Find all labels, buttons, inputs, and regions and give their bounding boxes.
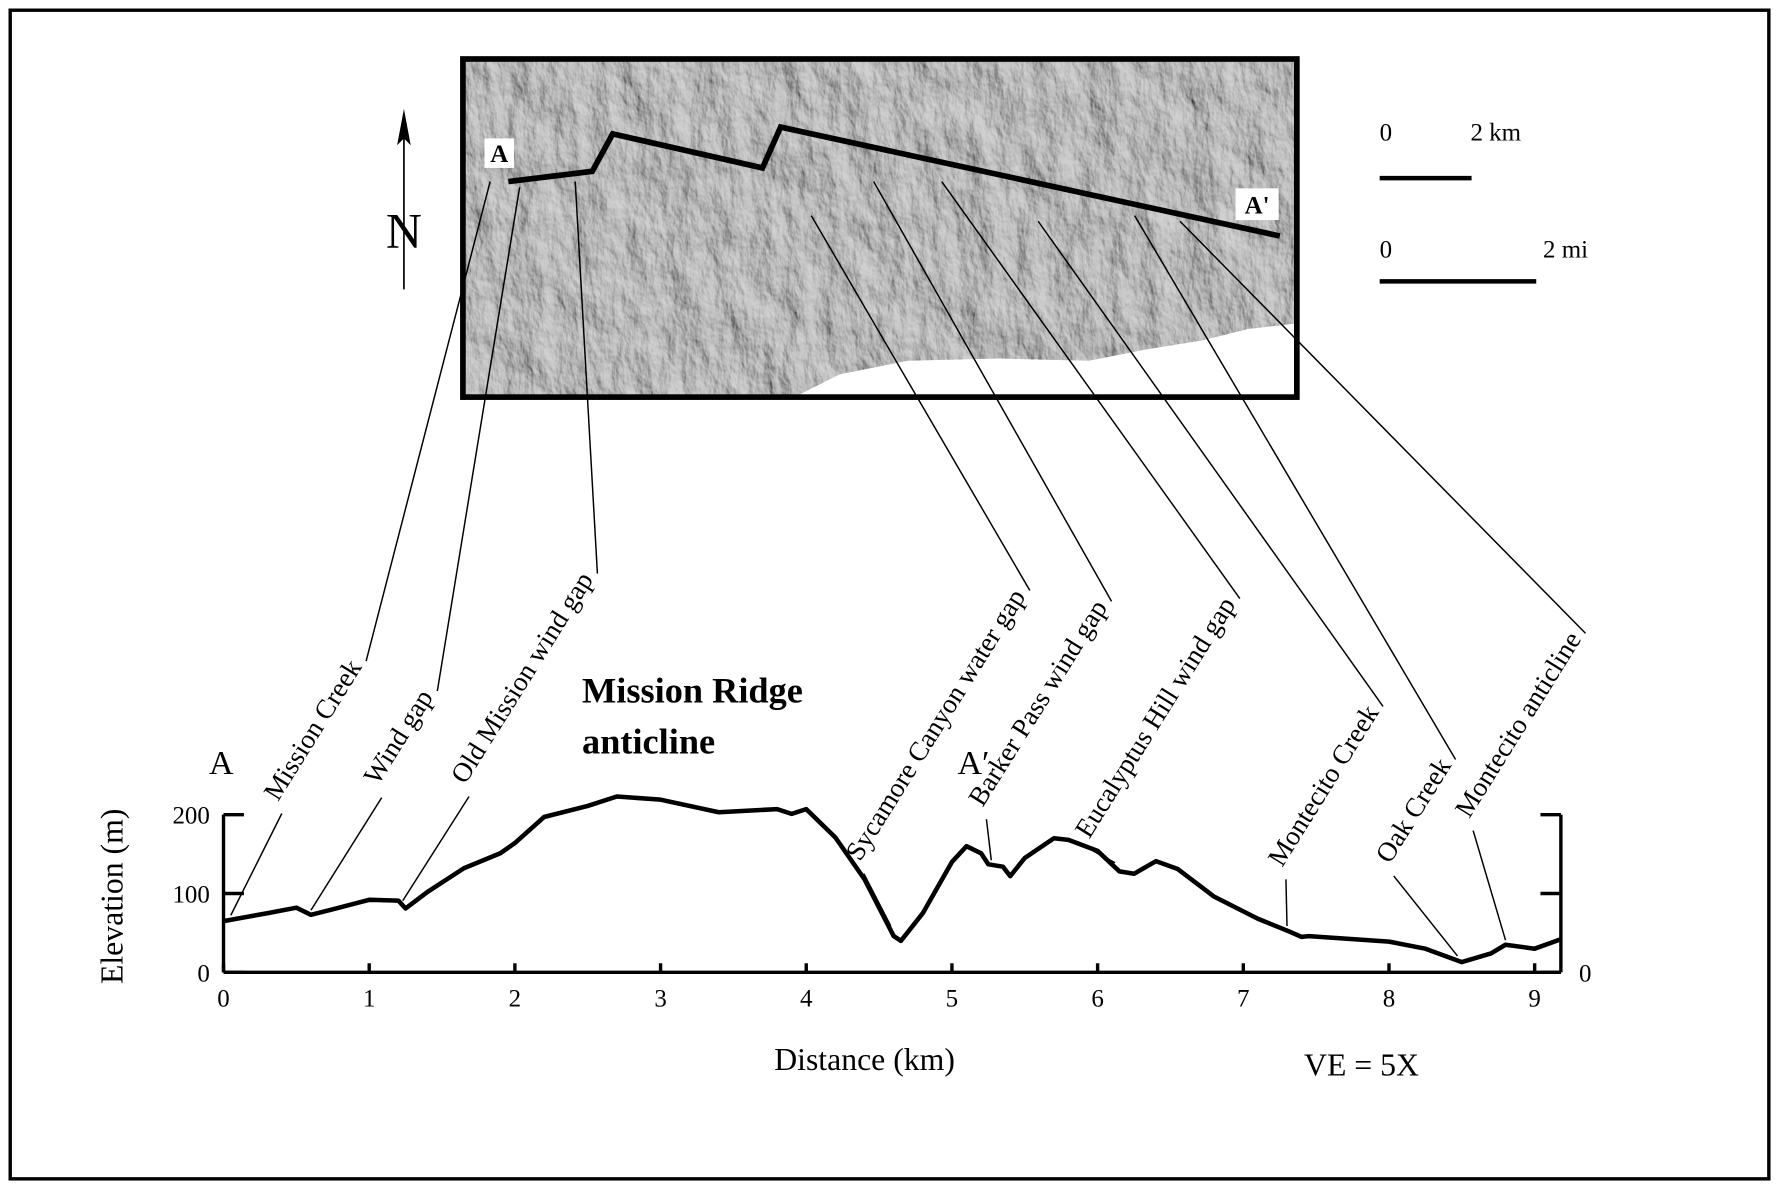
- annotation-label: Old Mission wind gap: [445, 567, 599, 789]
- page: {"chart_data": { "type": "line", "title_…: [0, 0, 1779, 1188]
- annotation-label: Montecito anticline: [1449, 626, 1587, 822]
- x-tick-label: 6: [1091, 985, 1103, 1012]
- chart-title: anticline: [582, 721, 715, 761]
- scale-label: 2 km: [1470, 120, 1521, 147]
- leader-line: [366, 182, 490, 662]
- x-tick-label: 1: [363, 985, 375, 1012]
- north-label: N: [386, 203, 422, 258]
- map: [463, 59, 1297, 397]
- annotation-label: Montecito Creek: [1262, 699, 1385, 871]
- x-tick-label: 4: [800, 985, 813, 1012]
- annotation-label: Oak Creek: [1370, 752, 1458, 868]
- y-tick-label: 0: [197, 960, 209, 987]
- leader-line: [1286, 879, 1287, 926]
- chart-title: Mission Ridge: [582, 670, 803, 710]
- leader-line: [864, 874, 891, 926]
- leader-line: [1473, 831, 1505, 941]
- x-tick-label: 8: [1383, 985, 1395, 1012]
- y-axis-label: Elevation (m): [95, 809, 130, 984]
- annotation-label: Mission Creek: [258, 654, 368, 806]
- x-axis-label: Distance (km): [774, 1042, 955, 1077]
- scale-zero: 0: [1380, 237, 1392, 264]
- map-end-label: A': [1245, 192, 1270, 219]
- leader-line: [986, 819, 991, 860]
- x-tick-label: 9: [1528, 985, 1540, 1012]
- scale-zero: 0: [1380, 120, 1392, 147]
- leader-line: [1093, 851, 1115, 863]
- leader-line: [231, 814, 282, 916]
- y-tick-label: 200: [172, 803, 209, 830]
- annotation-label: Wind gap: [357, 684, 438, 789]
- annotation-label: Sycamore Canyon water gap: [840, 584, 1032, 866]
- x-tick-label: 7: [1237, 985, 1249, 1012]
- y-tick-label-right: 0: [1579, 960, 1591, 987]
- x-tick-label: 0: [217, 985, 229, 1012]
- figure-body: A A' N 0 2 km 0 2 mi Mission Ridge antic…: [10, 10, 1769, 1179]
- x-tick-label: 5: [946, 985, 958, 1012]
- scale-label: 2 mi: [1543, 237, 1588, 264]
- x-tick-label: 3: [654, 985, 666, 1012]
- x-tick-label: 2: [509, 985, 521, 1012]
- leader-line: [311, 798, 382, 911]
- figure: A A' N 0 2 km 0 2 mi Mission Ridge antic…: [0, 0, 1779, 1188]
- y-tick-label: 100: [172, 882, 209, 909]
- start-label: A: [209, 745, 234, 782]
- ve-note: VE = 5X: [1304, 1048, 1419, 1083]
- map-start-label: A: [490, 141, 508, 168]
